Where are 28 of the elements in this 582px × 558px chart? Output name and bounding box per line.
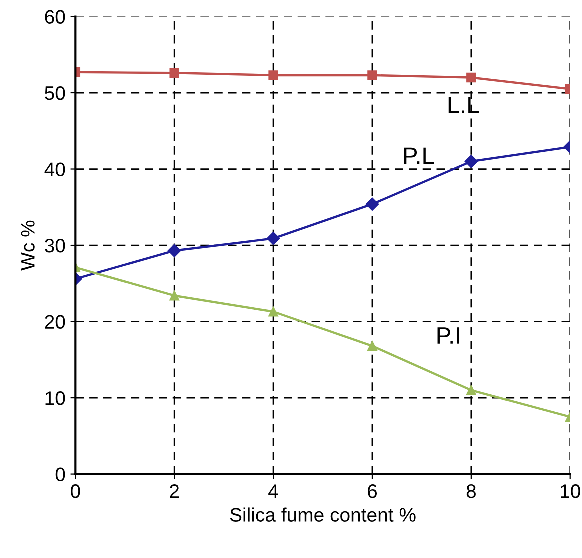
x-tick-label: 4 (268, 484, 278, 498)
point (168, 244, 182, 258)
x-tick-label: 0 (71, 484, 80, 498)
series-label: P.I (438, 328, 460, 344)
x-tick-label: 8 (466, 484, 476, 498)
point (366, 198, 380, 211)
point (368, 70, 378, 80)
point (268, 307, 278, 317)
y-tick-label: 50 (45, 86, 66, 100)
x-tick-label: 6 (368, 484, 378, 498)
point (466, 72, 476, 83)
y-axis-title: Wc % (21, 220, 35, 271)
x-tick-label: 10 (561, 484, 580, 498)
series-label: L.L (448, 97, 479, 114)
point (266, 232, 280, 246)
x-axis-title: Silica fume content % (230, 508, 416, 522)
y-tick-label: 10 (46, 392, 66, 406)
series-label: P.L (404, 148, 434, 164)
y-tick-label: 20 (45, 315, 66, 330)
y-tick-label: 30 (45, 238, 66, 253)
point (464, 155, 478, 168)
point (466, 386, 476, 396)
point (368, 341, 378, 352)
x-tick-label: 2 (170, 484, 180, 498)
y-tick-label: 40 (44, 162, 66, 176)
y-tick-label: 0 (56, 468, 66, 482)
y-tick-label: 60 (45, 10, 66, 24)
point (268, 70, 278, 80)
